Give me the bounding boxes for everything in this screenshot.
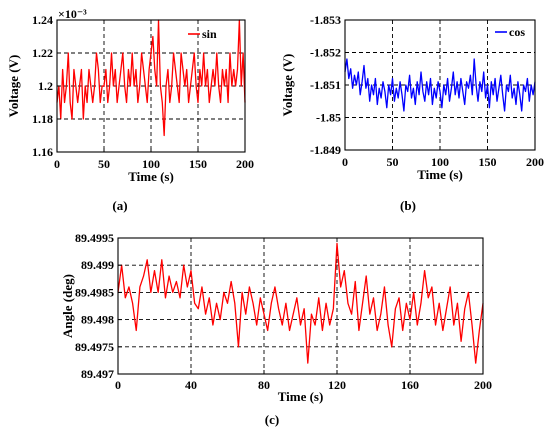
x-tick-label: 50: [387, 155, 399, 169]
y-tick-label: 89.498: [81, 313, 114, 327]
y-tick-label: 1.16: [32, 145, 53, 159]
chart-c: 0 40 80 120 160 200 89.497 89.4975 89.498 89.4985…: [60, 231, 492, 427]
series-line-cos: [344, 58, 536, 112]
x-tick-label: 100: [431, 155, 449, 169]
x-tick-label: 200: [526, 155, 544, 169]
x-tick-label: 160: [401, 378, 419, 392]
x-tick-label: 150: [479, 155, 497, 169]
chart-b: 0 50 100 150 200 -1.849 -1.85 -1.851 -1.852 -1.85…: [280, 13, 544, 213]
x-tick-label: 50: [98, 157, 110, 171]
legend-label: sin: [202, 27, 217, 41]
y-tick-label: 89.499: [81, 258, 114, 272]
y-tick-label: -1.852: [310, 46, 341, 60]
y-scale-note: ×10⁻³: [58, 7, 87, 21]
y-tick-label: -1.851: [310, 78, 341, 92]
series-line-sin: [56, 19, 246, 137]
x-axis-label: Time (s): [278, 389, 324, 404]
x-tick-label: 80: [258, 378, 270, 392]
plot-frame: [117, 237, 484, 375]
series-line-series-0: [117, 242, 484, 364]
x-tick-label: 200: [474, 378, 492, 392]
y-axis-label: Angle (deg): [60, 274, 75, 338]
y-axis-label: Voltage (V): [280, 54, 295, 117]
x-tick-label: 120: [328, 378, 346, 392]
y-tick-label: 89.497: [81, 367, 114, 381]
y-tick-label: -1.85: [316, 111, 341, 125]
y-axis-label: Voltage (V): [6, 55, 21, 118]
y-tick-label: 1.22: [32, 46, 53, 60]
figure-caption: (c): [265, 412, 279, 427]
x-tick-label: 0: [115, 378, 121, 392]
x-tick-label: 200: [236, 157, 254, 171]
y-tick-label: -1.849: [310, 143, 341, 157]
x-axis-label: Time (s): [128, 169, 174, 184]
x-tick-label: 100: [142, 157, 160, 171]
x-axis-label: Time (s): [417, 167, 463, 182]
figure-caption: (a): [112, 198, 127, 213]
legend-label: cos: [509, 25, 525, 39]
y-tick-label: 89.4975: [75, 340, 114, 354]
y-tick-label: 89.4995: [75, 231, 114, 245]
x-tick-label: 40: [185, 378, 197, 392]
y-tick-label: 1.18: [32, 112, 53, 126]
x-tick-label: 0: [342, 155, 348, 169]
figure-caption: (b): [400, 198, 416, 213]
y-tick-label: 1.24: [32, 13, 53, 27]
y-tick-label: -1.853: [310, 13, 341, 27]
y-tick-label: 1.2: [38, 79, 53, 93]
x-tick-label: 0: [54, 157, 60, 171]
y-tick-label: 89.4985: [75, 285, 114, 299]
chart-a: 0 50 100 150 200 1.16 1.18 1.2 1.22 1.24 Time (s) V…: [6, 7, 254, 213]
x-tick-label: 150: [189, 157, 207, 171]
